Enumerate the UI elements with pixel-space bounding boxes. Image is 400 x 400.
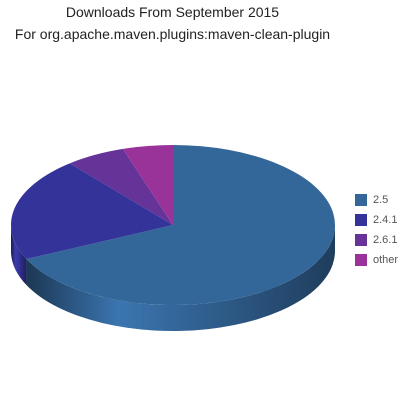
legend-swatch — [355, 194, 367, 206]
pie-slice[interactable] — [11, 163, 173, 260]
chart-title: Downloads From September 2015 — [65, 4, 280, 20]
legend: 2.5 2.4.1 2.6.1 other — [355, 190, 398, 270]
legend-item[interactable]: 2.5 — [355, 190, 398, 210]
legend-item[interactable]: 2.4.1 — [355, 210, 398, 230]
legend-label: 2.5 — [373, 194, 389, 206]
pie-slice-side — [11, 225, 27, 286]
legend-swatch — [355, 214, 367, 226]
chart-subtitle: For org.apache.maven.plugins:maven-clean… — [14, 26, 331, 42]
pie-slice-side — [26, 225, 335, 331]
legend-label: 2.4.1 — [373, 214, 398, 226]
pie-slice[interactable] — [122, 145, 173, 225]
legend-swatch — [355, 234, 367, 246]
legend-label: 2.6.1 — [373, 234, 398, 246]
pie-slice[interactable] — [26, 145, 335, 306]
legend-item[interactable]: other — [355, 250, 398, 270]
pie-slice[interactable] — [69, 148, 173, 225]
legend-label: other — [373, 254, 399, 266]
legend-swatch — [355, 254, 367, 266]
legend-item[interactable]: 2.6.1 — [355, 230, 398, 250]
